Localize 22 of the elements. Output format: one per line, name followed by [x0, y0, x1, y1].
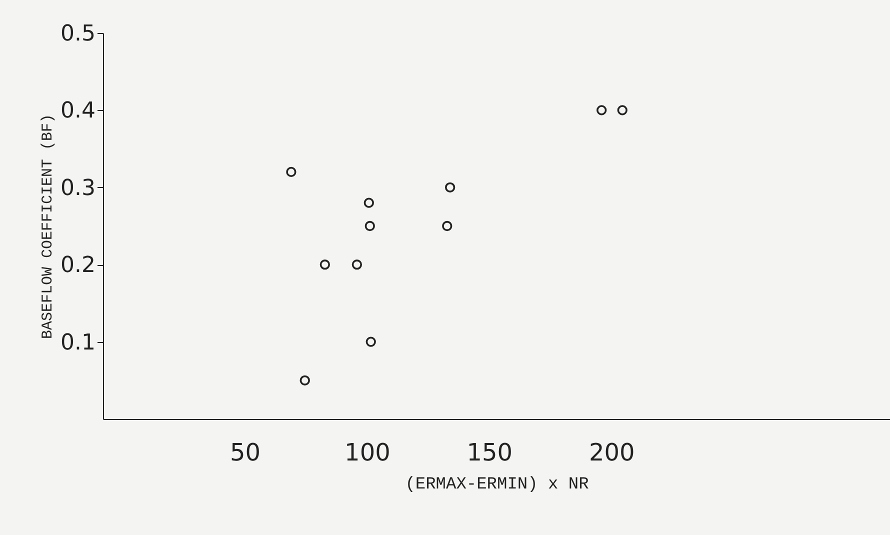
- y-tick-label: 0.3: [60, 176, 96, 201]
- point: [352, 260, 362, 270]
- point: [442, 220, 452, 232]
- point: [364, 198, 374, 208]
- y-tick-label: 0.1: [60, 330, 96, 356]
- y-axis-title: BASEFLOW COEFFICIENT (BF): [40, 114, 57, 340]
- point: [364, 220, 375, 232]
- y-tick-label: 0.2: [60, 253, 96, 278]
- point: [300, 375, 310, 386]
- x-tick-label: 50: [230, 438, 261, 466]
- point: [596, 105, 607, 116]
- y-tick-label: 0.5: [60, 22, 96, 46]
- y-tick-label: 0.4: [60, 98, 96, 124]
- x-axis-title: (ERMAX-ERMIN) x NR: [405, 476, 589, 494]
- point: [366, 336, 376, 347]
- point: [444, 182, 456, 192]
- x-tick-label: 200: [588, 438, 635, 466]
- point: [320, 260, 330, 270]
- x-tick-label: 100: [344, 438, 390, 466]
- x-tick-label: 150: [466, 438, 513, 466]
- point: [617, 105, 628, 116]
- point: [286, 166, 296, 178]
